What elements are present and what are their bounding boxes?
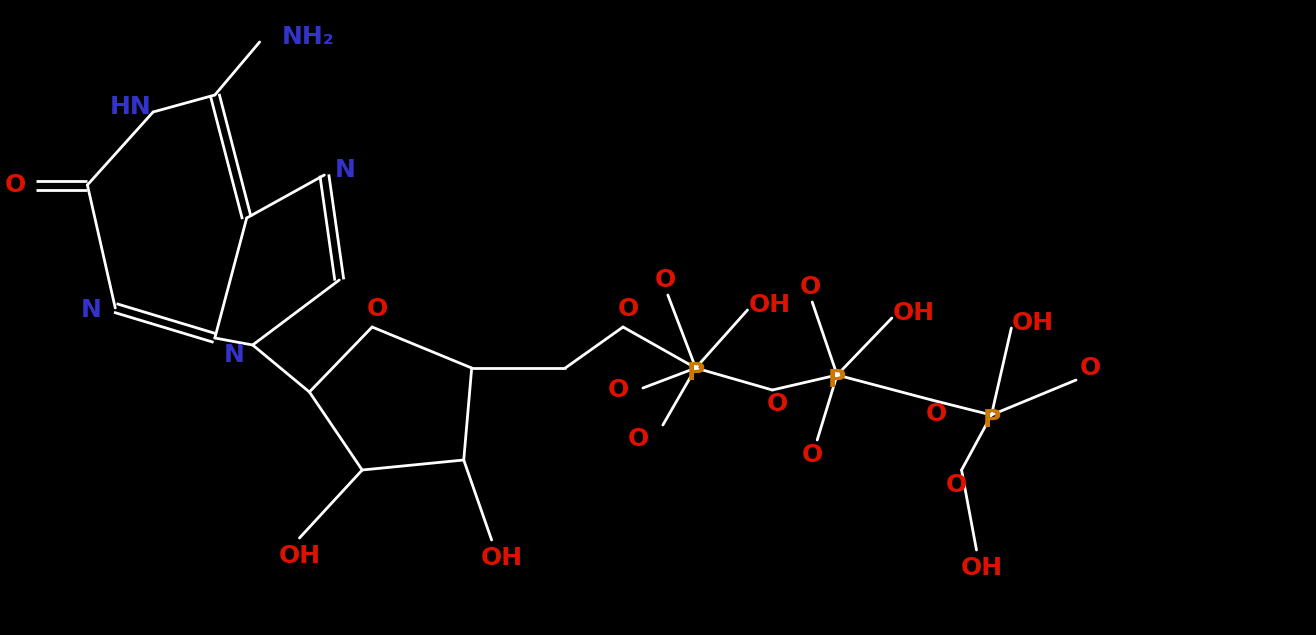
Text: O: O xyxy=(655,268,676,292)
Text: O: O xyxy=(767,392,788,416)
Text: OH: OH xyxy=(1012,311,1054,335)
Text: OH: OH xyxy=(961,556,1003,580)
Text: O: O xyxy=(366,297,388,321)
Text: O: O xyxy=(946,473,967,497)
Text: OH: OH xyxy=(892,301,934,325)
Text: P: P xyxy=(828,368,846,392)
Text: HN: HN xyxy=(109,95,151,119)
Text: OH: OH xyxy=(480,546,522,570)
Text: N: N xyxy=(80,298,101,322)
Text: OH: OH xyxy=(279,544,321,568)
Text: N: N xyxy=(334,158,355,182)
Text: OH: OH xyxy=(749,293,791,317)
Text: O: O xyxy=(801,443,822,467)
Text: P: P xyxy=(982,408,1000,432)
Text: N: N xyxy=(224,343,245,367)
Text: P: P xyxy=(687,361,705,385)
Text: O: O xyxy=(4,173,26,197)
Text: O: O xyxy=(617,297,638,321)
Text: O: O xyxy=(1079,356,1100,380)
Text: O: O xyxy=(800,275,821,299)
Text: O: O xyxy=(926,402,948,426)
Text: NH₂: NH₂ xyxy=(282,25,334,49)
Text: O: O xyxy=(608,378,629,402)
Text: O: O xyxy=(628,427,649,451)
